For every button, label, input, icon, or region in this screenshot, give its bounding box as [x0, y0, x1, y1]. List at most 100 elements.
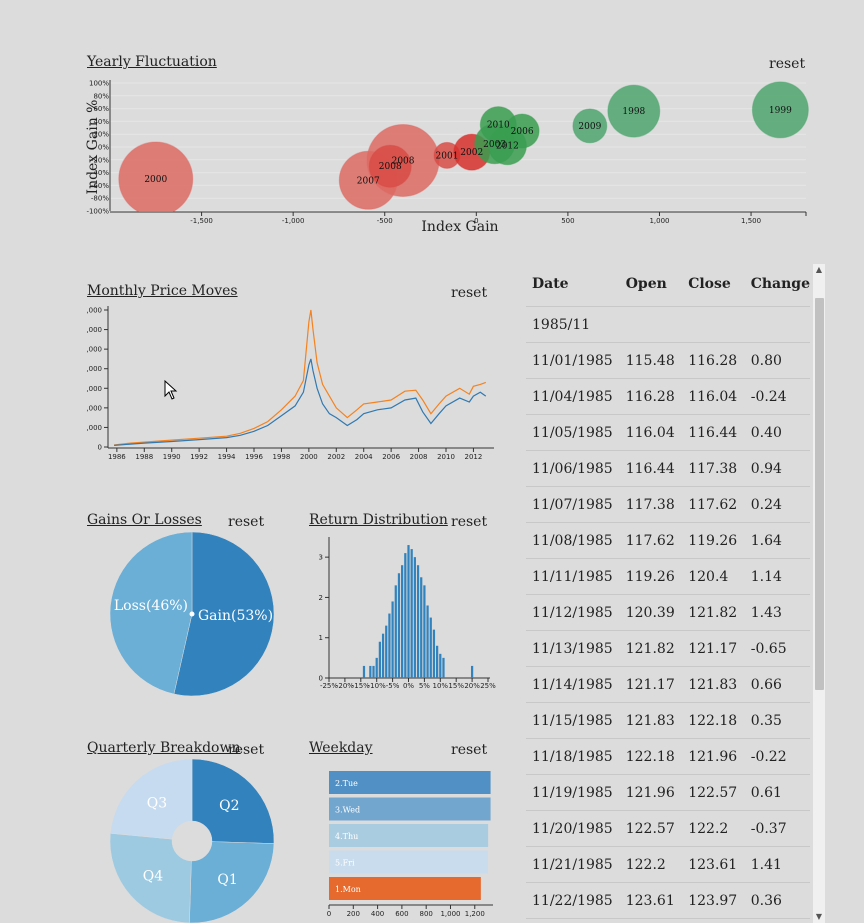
table-row[interactable]: 11/13/1985 121.82 121.17 -0.65: [526, 630, 810, 667]
column-header-date[interactable]: Date: [526, 262, 620, 307]
x-tick-label: 1994: [218, 453, 236, 461]
open-cell: 123.61: [619, 882, 683, 919]
x-tick-label: 2012: [465, 453, 483, 461]
x-tick-label: 800: [419, 910, 432, 918]
table-row[interactable]: 11/05/1985 116.04 116.44 0.40: [526, 414, 810, 451]
weekday-bar-label: 1.Mon: [335, 885, 361, 894]
weekday-bar-mon: [329, 877, 481, 900]
histogram-bar: [413, 557, 416, 678]
scroll-down-arrow-icon[interactable]: ▼: [815, 912, 823, 921]
y-tick-label: -60%: [91, 182, 109, 190]
histogram-bar: [404, 553, 407, 678]
yearly-reset-button[interactable]: reset: [769, 56, 806, 72]
gains-title: Gains Or Losses: [87, 512, 202, 528]
y-tick-label: 1: [319, 634, 323, 642]
data-table: Date Open Close Change 1985/11 11/01/198…: [526, 262, 810, 919]
open-cell: 119.26: [619, 558, 683, 595]
y-tick-label: ,000: [86, 346, 102, 354]
change-cell: 0.40: [744, 414, 810, 451]
y-tick-label: 3: [319, 554, 323, 562]
histogram-bar: [436, 645, 439, 678]
change-cell: -0.37: [744, 810, 810, 847]
scroll-thumb[interactable]: [815, 298, 824, 690]
change-cell: 0.24: [744, 486, 810, 523]
table-row[interactable]: 11/21/1985 122.2 123.61 1.41: [526, 846, 810, 883]
histogram-bar: [410, 549, 413, 678]
table-row[interactable]: 11/07/1985 117.38 117.62 0.24: [526, 486, 810, 523]
x-tick-label: 0%: [403, 682, 414, 690]
histogram-bar: [426, 605, 429, 678]
bubble-label: 2012: [496, 142, 519, 152]
table-row[interactable]: 11/06/1985 116.44 117.38 0.94: [526, 450, 810, 487]
data-table-panel[interactable]: Date Open Close Change 1985/11 11/01/198…: [526, 262, 826, 923]
x-tick-label: -5%: [386, 682, 400, 690]
y-tick-label: 60%: [93, 105, 109, 113]
x-tick-label: -10%: [368, 682, 386, 690]
x-tick-label: 1988: [135, 453, 153, 461]
x-tick-label: 2010: [437, 453, 455, 461]
change-cell: 1.41: [744, 846, 810, 883]
column-header-change[interactable]: Change: [744, 262, 810, 307]
column-header-close[interactable]: Close: [682, 262, 745, 307]
bubble-label: 2008: [392, 156, 415, 166]
scroll-up-arrow-icon[interactable]: ▲: [815, 265, 823, 274]
close-cell: 121.83: [682, 666, 745, 703]
x-tick-label: 1,000: [649, 217, 669, 225]
histogram-bar: [375, 657, 378, 678]
weekday-reset-button[interactable]: reset: [451, 742, 488, 758]
histogram-bar: [401, 565, 404, 678]
open-cell: 121.83: [619, 702, 683, 739]
y-tick-label: -40%: [91, 169, 109, 177]
date-cell: 11/14/1985: [526, 666, 620, 703]
table-row[interactable]: 11/18/1985 122.18 121.96 -0.22: [526, 738, 810, 775]
histogram-bar: [429, 617, 432, 678]
open-cell: 120.39: [619, 594, 683, 631]
y-tick-label: 40%: [93, 118, 109, 126]
quarterly-donut-chart[interactable]: Q2 Q1 Q4 Q3: [0, 0, 300, 923]
bubble-label: 2009: [578, 122, 601, 132]
yearly-title: Yearly Fluctuation: [87, 54, 217, 70]
gains-reset-button[interactable]: reset: [228, 514, 265, 530]
bubble-label: 2000: [144, 175, 167, 185]
histogram-bar: [369, 665, 372, 678]
y-tick-label: 20%: [93, 131, 109, 139]
quarterly-reset-button[interactable]: reset: [228, 742, 265, 758]
close-cell: 117.38: [682, 450, 745, 487]
bubble-label: 2006: [511, 127, 534, 137]
table-row[interactable]: 11/15/1985 121.83 122.18 0.35: [526, 702, 810, 739]
table-row[interactable]: 11/11/1985 119.26 120.4 1.14: [526, 558, 810, 595]
yearly-bubble-chart[interactable]: 100% 80% 60% 40% 20% 0% -20% -40% -60% -80% -100% -…: [0, 0, 864, 250]
x-tick-label: 1986: [108, 453, 126, 461]
monthly-line-chart[interactable]: ,000 ,000 ,000 ,000 ,000 ,000 ,000 0 1986 1988 199…: [0, 0, 520, 480]
monthly-reset-button[interactable]: reset: [451, 285, 488, 301]
y-tick-label: -100%: [86, 208, 109, 216]
x-tick-label: 1,200: [465, 910, 485, 918]
returns-reset-button[interactable]: reset: [451, 514, 488, 530]
x-tick-label: 400: [371, 910, 384, 918]
change-cell: -0.65: [744, 630, 810, 667]
weekday-bar-wed: [329, 797, 491, 821]
date-cell: 11/13/1985: [526, 630, 620, 667]
date-cell: 11/18/1985: [526, 738, 620, 775]
table-scrollbar[interactable]: ▲ ▼: [813, 264, 825, 923]
table-row[interactable]: 11/14/1985 121.17 121.83 0.66: [526, 666, 810, 703]
table-row[interactable]: 11/19/1985 121.96 122.57 0.61: [526, 774, 810, 811]
table-row[interactable]: 11/20/1985 122.57 122.2 -0.37: [526, 810, 810, 847]
table-row[interactable]: 11/04/1985 116.28 116.04 -0.24: [526, 378, 810, 415]
change-cell: 1.43: [744, 594, 810, 631]
gains-pie-chart[interactable]: Gain(53%) Loss(46%): [0, 0, 300, 720]
close-cell: 121.17: [682, 630, 745, 667]
table-row[interactable]: 11/22/1985 123.61 123.97 0.36: [526, 882, 810, 919]
open-cell: 115.48: [619, 342, 683, 379]
table-row[interactable]: 11/01/1985 115.48 116.28 0.80: [526, 342, 810, 379]
close-cell: 116.04: [682, 378, 745, 415]
weekday-bar-chart[interactable]: 0 200 400 600 800 1,000 1,2002.Tue3.Wed4.Thu5.…: [0, 0, 520, 923]
x-tick-label: 25%: [480, 682, 496, 690]
table-row[interactable]: 11/12/1985 120.39 121.82 1.43: [526, 594, 810, 631]
date-cell: 11/20/1985: [526, 810, 620, 847]
table-row[interactable]: 11/08/1985 117.62 119.26 1.64: [526, 522, 810, 559]
column-header-open[interactable]: Open: [619, 262, 683, 307]
bubble-label: 2008: [379, 162, 402, 172]
donut-label-q1: Q1: [217, 872, 237, 888]
